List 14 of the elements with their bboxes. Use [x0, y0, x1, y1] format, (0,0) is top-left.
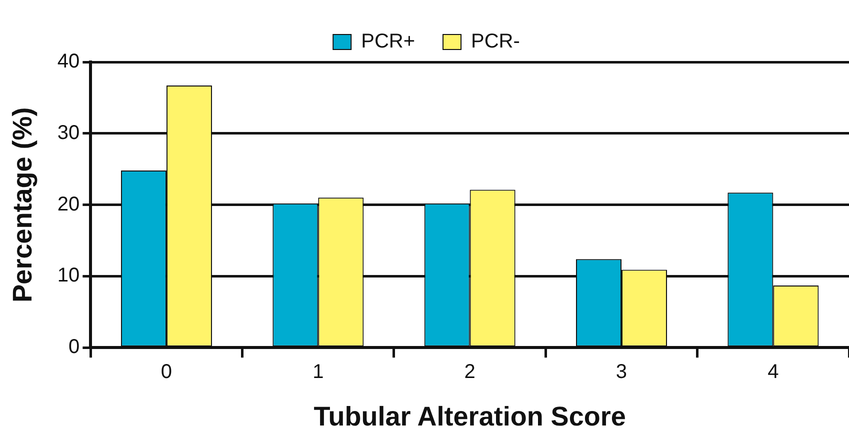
x-tick-label: 1 — [312, 361, 324, 384]
legend-label: PCR- — [471, 30, 520, 53]
y-axis-title: Percentage (%) — [8, 107, 38, 302]
legend-label: PCR+ — [361, 30, 416, 53]
x-tick-label: 4 — [768, 361, 779, 384]
x-tick-label: 0 — [160, 361, 172, 384]
y-tick-label: 40 — [57, 50, 80, 73]
y-tick-label: 20 — [57, 193, 80, 216]
y-tick-label: 30 — [57, 122, 80, 144]
x-tick-label: 3 — [616, 361, 628, 384]
x-tick-label: 2 — [464, 361, 476, 384]
y-tick-label: 10 — [57, 264, 80, 287]
x-axis-title: Tubular Alteration Score — [314, 401, 626, 432]
y-tick-label: 0 — [68, 336, 80, 358]
